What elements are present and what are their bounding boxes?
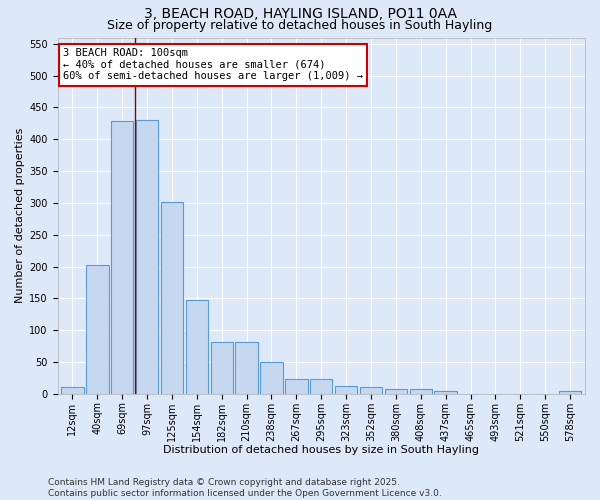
Bar — [211, 342, 233, 394]
Bar — [335, 386, 358, 394]
Bar — [385, 388, 407, 394]
Bar — [111, 122, 133, 394]
X-axis label: Distribution of detached houses by size in South Hayling: Distribution of detached houses by size … — [163, 445, 479, 455]
Bar — [285, 378, 308, 394]
Bar — [235, 342, 258, 394]
Bar — [136, 120, 158, 394]
Bar — [161, 202, 183, 394]
Text: 3 BEACH ROAD: 100sqm
← 40% of detached houses are smaller (674)
60% of semi-deta: 3 BEACH ROAD: 100sqm ← 40% of detached h… — [63, 48, 363, 82]
Bar — [310, 378, 332, 394]
Text: Contains HM Land Registry data © Crown copyright and database right 2025.
Contai: Contains HM Land Registry data © Crown c… — [48, 478, 442, 498]
Bar — [410, 390, 432, 394]
Text: Size of property relative to detached houses in South Hayling: Size of property relative to detached ho… — [107, 19, 493, 32]
Bar — [559, 390, 581, 394]
Bar — [360, 388, 382, 394]
Text: 3, BEACH ROAD, HAYLING ISLAND, PO11 0AA: 3, BEACH ROAD, HAYLING ISLAND, PO11 0AA — [143, 8, 457, 22]
Bar — [260, 362, 283, 394]
Bar — [185, 300, 208, 394]
Bar — [86, 264, 109, 394]
Bar — [61, 388, 83, 394]
Y-axis label: Number of detached properties: Number of detached properties — [15, 128, 25, 304]
Bar — [434, 390, 457, 394]
